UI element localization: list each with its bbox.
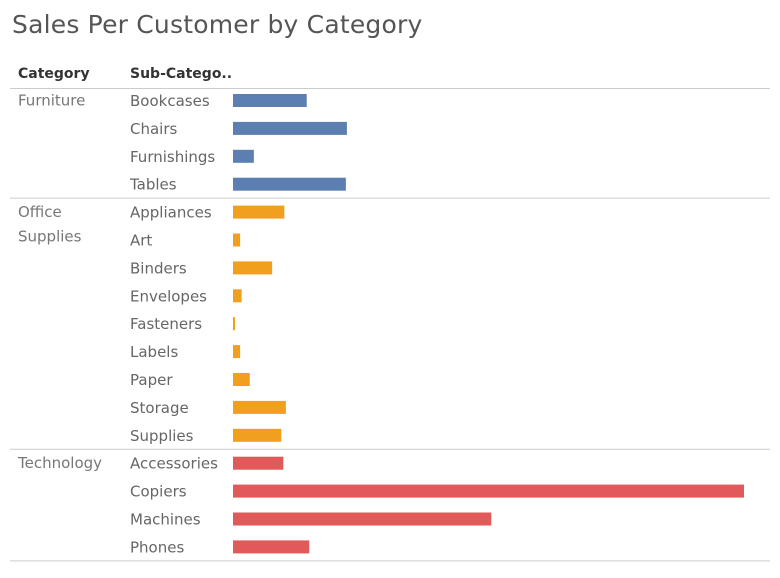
bar [233,177,346,191]
subcategory-label: Supplies [130,427,194,445]
bar [233,94,307,107]
bar [233,373,250,386]
subcategory-label: Fasteners [130,315,202,333]
subcategory-label: Machines [130,511,201,529]
bar [233,121,347,135]
subcategory-label: Labels [130,343,178,361]
bar [233,456,284,470]
subcategory-label: Paper [130,371,173,389]
category-label: Supplies [18,228,82,246]
chart-title: Sales Per Customer by Category [12,10,423,39]
subcategory-label: Tables [129,176,177,194]
category-label: Technology [17,454,102,472]
subcategory-label: Binders [130,259,187,277]
bar [233,233,241,247]
subcategory-label: Phones [130,538,184,556]
subcategory-label: Art [130,232,152,250]
category-label: Office [18,203,62,221]
subcategory-label: Envelopes [130,287,207,305]
subcategory-label: Appliances [130,204,212,222]
bar [233,400,286,414]
header-subcategory: Sub-Catego.. [130,66,233,82]
bar [233,345,241,359]
subcategory-label: Bookcases [130,92,210,110]
bar [233,205,285,219]
subcategory-label: Storage [130,399,189,417]
category-label: Furniture [18,92,85,110]
header-category: Category [18,66,90,82]
bar [233,317,236,331]
subcategory-label: Copiers [130,483,187,501]
subcategory-label: Accessories [130,455,218,473]
bar [233,261,273,275]
bar [233,428,282,442]
bar [233,289,242,303]
bar [233,512,492,526]
bar [233,540,310,554]
subcategory-label: Chairs [130,120,178,138]
subcategory-label: Furnishings [130,148,215,166]
bar [233,484,744,498]
bar [233,149,254,163]
